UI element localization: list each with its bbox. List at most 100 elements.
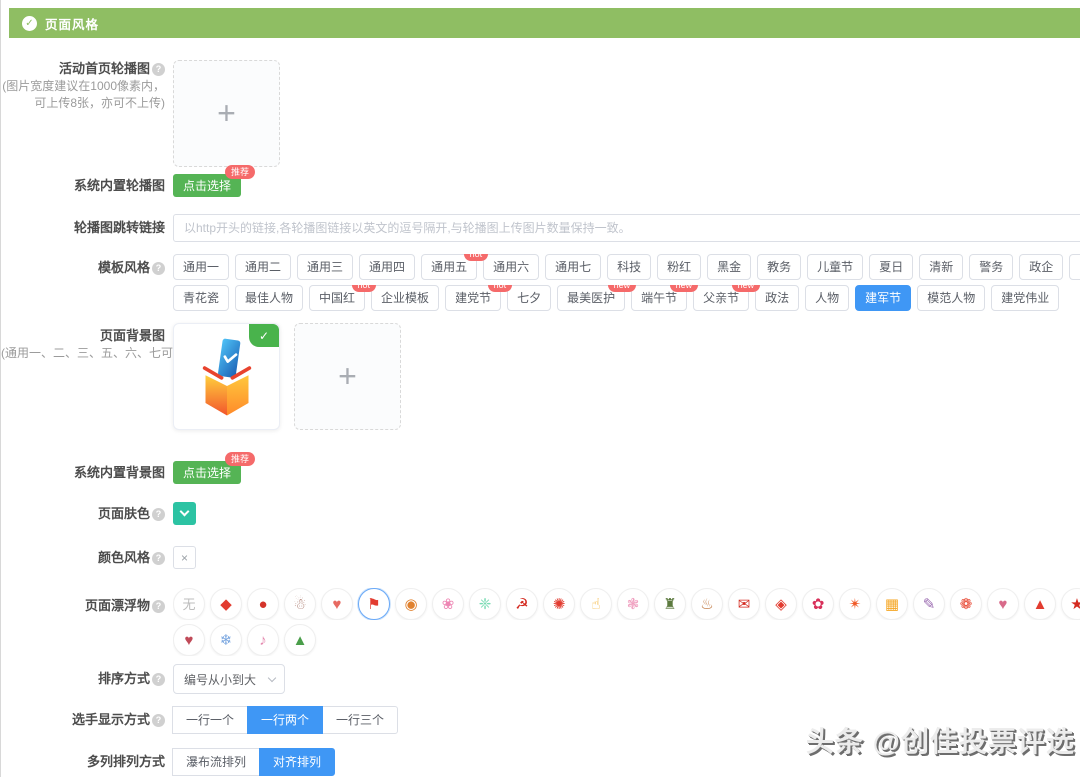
ballot-box-logo (202, 338, 251, 416)
help-icon[interactable]: ? (152, 262, 165, 275)
hot-new-badge: new (731, 285, 761, 292)
template-style-button[interactable]: 人物 (805, 285, 850, 311)
float-rose[interactable]: ✿ (802, 588, 834, 620)
template-style-button[interactable]: 中国红 hot (309, 285, 377, 311)
float-thumbs-up[interactable]: ☝ (580, 588, 612, 620)
help-icon[interactable]: ? (152, 714, 165, 727)
template-style-button[interactable]: 通用三 (297, 254, 354, 280)
template-style-button[interactable]: 政企 (1019, 254, 1064, 280)
help-icon[interactable]: ? (152, 600, 165, 613)
recommend-badge: 推荐 (225, 452, 256, 466)
float-gift[interactable]: ▦ (876, 588, 908, 620)
builtin-background-select-button[interactable]: 点击选择 推荐 (173, 452, 256, 484)
row-page-floats: 页面漂浮物? 无 ◆ ● ☃ (1, 588, 1080, 660)
template-style-button[interactable]: 通用七 (545, 254, 602, 280)
plus-icon: + (217, 95, 236, 131)
multi-column-option[interactable]: 瀑布流排列 (172, 748, 261, 776)
float-none[interactable]: 无 (173, 588, 205, 620)
template-style-button[interactable]: 青花瓷 (173, 285, 230, 311)
template-style-button[interactable]: 通用六 (483, 254, 540, 280)
float-chinese-knot[interactable]: ◆ (210, 588, 242, 620)
skin-color-swatch[interactable] (173, 502, 196, 525)
color-style-clear-box[interactable]: × (173, 546, 196, 569)
float-snowflake[interactable]: ❄ (210, 624, 242, 656)
background-thumb-selected[interactable]: ✓ (173, 323, 280, 430)
template-style-button[interactable]: 建党节 hot (445, 285, 513, 311)
check-circle-icon: ✓ (22, 15, 37, 31)
template-style-button[interactable]: 科技 (607, 254, 652, 280)
builtin-carousel-select-button[interactable]: 点击选择 推荐 (173, 165, 256, 197)
template-style-button[interactable]: 政法 (755, 285, 800, 311)
float-red-star[interactable]: ★ (1061, 588, 1080, 620)
sort-order-label: 排序方式? (1, 670, 165, 688)
carousel-label: 活动首页轮播图? (图片宽度建议在1000像素内， 可上传8张，亦可不上传) (2, 61, 165, 110)
template-style-button[interactable]: 夏日 (869, 254, 914, 280)
template-style-button[interactable]: 最佳人物 (235, 285, 304, 311)
player-display-option[interactable]: 一行一个 (172, 706, 249, 734)
template-style-button[interactable]: 教务 (757, 254, 802, 280)
template-style-button[interactable]: 中秋 (1069, 254, 1080, 280)
help-icon[interactable]: ? (152, 507, 165, 521)
template-style-button[interactable]: 模范人物 (917, 285, 986, 311)
template-style-button[interactable]: 清新 (919, 254, 964, 280)
float-red-lips[interactable]: ● (247, 588, 279, 620)
float-green-leaves[interactable]: ❈ (469, 588, 501, 620)
template-style-button[interactable]: 通用四 (359, 254, 416, 280)
float-winged-heart[interactable]: ♥ (173, 624, 205, 656)
float-drum[interactable]: ◉ (395, 588, 427, 620)
builtin-background-label: 系统内置背景图 (73, 464, 165, 480)
template-style-button[interactable]: 最美医护 new (557, 285, 637, 311)
template-style-button[interactable]: 建军节 (855, 285, 912, 311)
background-upload-box[interactable]: + (294, 323, 401, 430)
template-style-button[interactable]: 建党伟业 (991, 285, 1060, 311)
float-feather[interactable]: ✎ (913, 588, 945, 620)
floats-row2: ♥ ❄ ♪ ▲ (173, 624, 1080, 656)
float-pink-petals[interactable]: ❃ (617, 588, 649, 620)
template-style-button[interactable]: 通用一 (173, 254, 230, 280)
template-style-button[interactable]: 七夕 (507, 285, 552, 311)
float-flame[interactable]: ✴ (839, 588, 871, 620)
float-red-flag[interactable]: ⚑ (358, 588, 390, 620)
float-chicken-leg[interactable]: ♨ (691, 588, 723, 620)
float-hammer-sickle[interactable]: ☭ (506, 588, 538, 620)
row-page-skin-color: 页面肤色? (1, 502, 1080, 525)
float-doll[interactable]: ☃ (284, 588, 316, 620)
template-style-button[interactable]: 企业模板 (371, 285, 440, 311)
float-pink-wand[interactable]: ❀ (432, 588, 464, 620)
template-style-button[interactable]: 端午节 new (631, 285, 699, 311)
carousel-upload-box[interactable]: + (173, 60, 280, 167)
float-red-envelope[interactable]: ✉ (728, 588, 760, 620)
multi-column-label: 多列排列方式 (86, 754, 165, 769)
float-red-lantern[interactable]: ✺ (543, 588, 575, 620)
template-style-button[interactable]: 儿童节 (807, 254, 864, 280)
template-style-button[interactable]: 通用二 (235, 254, 292, 280)
carousel-link-input[interactable] (173, 214, 1080, 242)
float-diamond-ornament[interactable]: ◈ (765, 588, 797, 620)
float-music-note[interactable]: ♪ (247, 624, 279, 656)
floats-row1: 无 ◆ ● ☃ ♥ (173, 588, 1080, 620)
float-tank[interactable]: ♜ (654, 588, 686, 620)
hot-new-badge: new (669, 285, 699, 292)
multi-column-option[interactable]: 对齐排列 (259, 748, 336, 776)
float-maple-leaf[interactable]: ❁ (950, 588, 982, 620)
player-display-option[interactable]: 一行三个 (322, 706, 399, 734)
float-zongzi[interactable]: ▲ (284, 624, 316, 656)
carousel-link-label: 轮播图跳转链接 (73, 220, 165, 235)
close-icon: × (180, 550, 188, 565)
float-santa-hat[interactable]: ▲ (1024, 588, 1056, 620)
help-icon[interactable]: ? (152, 673, 165, 686)
hot-new-badge: new (607, 285, 637, 292)
template-style-button[interactable]: 黑金 (707, 254, 752, 280)
template-style-button[interactable]: 粉红 (657, 254, 702, 280)
float-ham[interactable]: ♥ (987, 588, 1019, 620)
sort-order-select[interactable]: 编号从小到大 (173, 664, 285, 694)
float-lucky-bag[interactable]: ♥ (321, 588, 353, 620)
template-style-button[interactable]: 父亲节 new (693, 285, 761, 311)
template-style-button[interactable]: 警务 (969, 254, 1014, 280)
multi-column-options: 瀑布流排列 对齐排列 (172, 748, 1080, 776)
help-icon[interactable]: ? (152, 551, 165, 565)
recommend-badge: 推荐 (225, 165, 256, 179)
player-display-option[interactable]: 一行两个 (247, 706, 324, 734)
template-style-button[interactable]: 通用五 hot (421, 254, 489, 280)
help-icon[interactable]: ? (152, 63, 165, 76)
